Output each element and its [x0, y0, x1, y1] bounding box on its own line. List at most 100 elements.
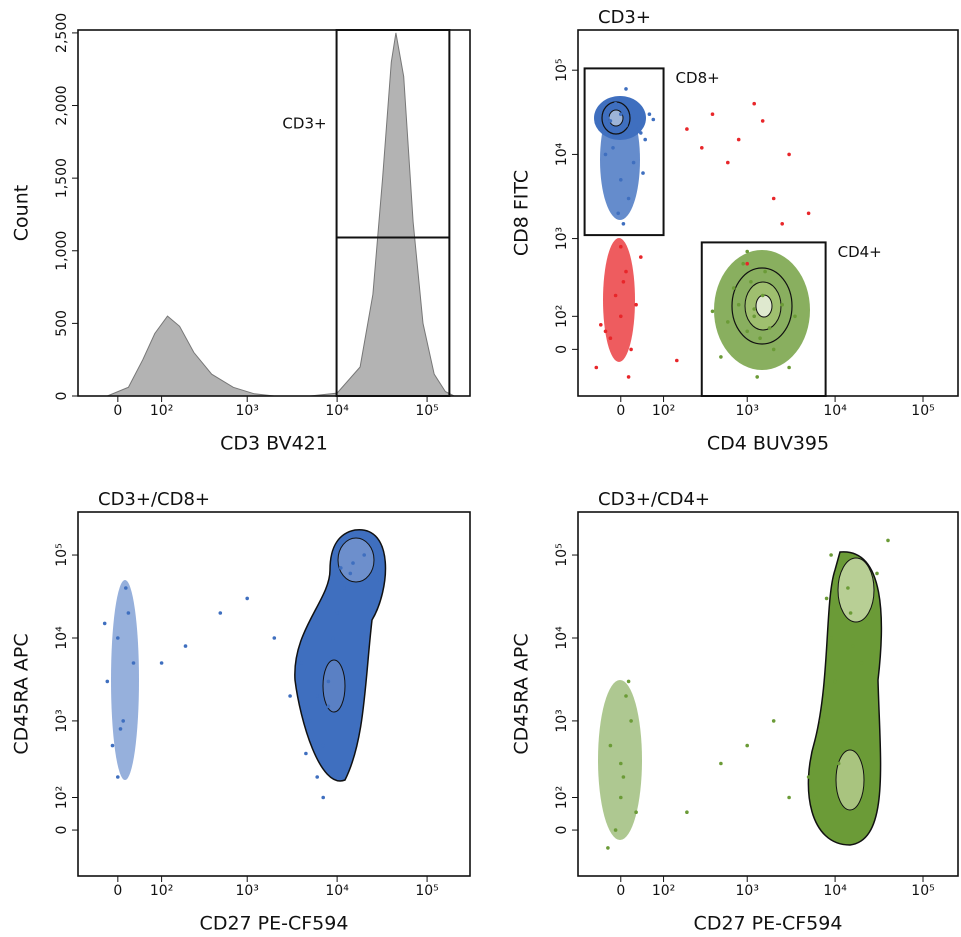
event-dot: [700, 146, 704, 150]
contour: [837, 557, 875, 623]
panel: 0 10² 10³ 10⁴ 10⁵ 0 500 1,000 1,500 2,000 2,500 CD3…: [11, 13, 471, 455]
event-dot: [745, 743, 749, 748]
y-tick-label: 10²: [54, 786, 70, 809]
event-dot: [315, 775, 320, 779]
x-axis-title: CD27 PE-CF594: [200, 913, 349, 935]
event-dot: [613, 101, 618, 106]
y-tick-label: 0: [54, 826, 70, 835]
panel: 0 10² 10³ 10⁴ 10⁵ 0 10² 10³ 10⁴ 10⁵ CD27 PE-CF594 C…: [511, 489, 959, 935]
event-dot: [634, 115, 638, 119]
gate: [583, 67, 665, 237]
event-dot: [624, 123, 628, 128]
density-cloud: [598, 680, 642, 840]
event-dot: [641, 171, 645, 175]
event-dot: [619, 244, 623, 249]
event-dot: [603, 329, 608, 334]
event-dot: [378, 578, 382, 582]
event-dot: [121, 719, 125, 723]
event-dot: [308, 719, 312, 723]
event-dot: [594, 365, 599, 370]
y-tick-label: 10³: [554, 227, 570, 250]
event-dot: [626, 375, 631, 379]
x-tick-label: 10³: [235, 883, 258, 899]
event-dot: [326, 679, 331, 684]
event-dot: [245, 596, 249, 601]
event-dot: [619, 761, 623, 766]
event-dot: [824, 596, 829, 601]
plot-frame: [77, 511, 471, 877]
event-dot: [159, 661, 164, 665]
event-dot: [608, 743, 613, 748]
event-dot: [752, 314, 756, 319]
contour: [608, 109, 624, 127]
y-axis-title: CD45RA APC: [11, 633, 33, 754]
contour: [322, 659, 346, 713]
event-dot: [606, 846, 610, 850]
x-tick-label: 10²: [652, 883, 675, 899]
event-dot: [594, 120, 599, 125]
contour: [835, 749, 865, 811]
event-dot: [780, 222, 784, 226]
event-dot: [331, 636, 335, 640]
event-dot: [819, 719, 824, 723]
y-tick-label: 10⁴: [554, 142, 570, 166]
y-tick-label: 10⁵: [554, 58, 570, 81]
event-dot: [624, 269, 628, 274]
event-dot: [608, 336, 613, 341]
contour: [294, 529, 387, 782]
event-dot: [636, 127, 641, 131]
event-dot: [626, 196, 631, 201]
event-dot: [629, 719, 633, 723]
event-dot: [613, 828, 618, 832]
event-dot: [110, 743, 115, 748]
y-tick-label: 2,500: [54, 13, 70, 53]
histogram-area: [107, 32, 455, 397]
event-dot: [348, 571, 353, 576]
x-tick-label: 10³: [235, 403, 258, 419]
event-dot: [675, 358, 679, 363]
event-dot: [321, 743, 326, 748]
event-dot: [118, 727, 123, 731]
event-dot: [621, 222, 626, 226]
panel: 0 10² 10³ 10⁴ 10⁵ 0 10² 10³ 10⁴ 10⁵ CD27 PE-CF594 C…: [11, 489, 471, 935]
event-dot: [619, 795, 623, 800]
event-dot: [875, 571, 879, 576]
y-tick-label: 500: [54, 310, 70, 337]
event-dot: [780, 302, 784, 307]
event-dot: [787, 795, 791, 800]
x-axis-title: CD4 BUV395: [707, 433, 829, 455]
y-axis-title: CD8 FITC: [511, 170, 533, 256]
event-dot: [639, 255, 643, 259]
event-dot: [771, 347, 776, 352]
event-dot: [102, 621, 107, 626]
event-dot: [741, 261, 745, 266]
x-tick-label: 10⁴: [823, 403, 847, 419]
event-dot: [619, 97, 623, 102]
x-tick-label: 10⁵: [415, 883, 438, 899]
event-dot: [836, 761, 841, 766]
event-dot: [806, 211, 811, 216]
y-tick-label: 2,000: [54, 85, 70, 125]
event-dot: [760, 119, 765, 123]
event-dot: [613, 293, 618, 298]
event-dot: [626, 679, 631, 684]
x-tick-label: 10²: [652, 403, 675, 419]
contour: [755, 294, 773, 318]
event-dot: [639, 131, 643, 135]
event-dot: [829, 636, 833, 640]
event-dot: [760, 293, 765, 298]
event-dot: [105, 679, 110, 684]
x-tick-label: 0: [113, 883, 122, 899]
x-tick-label: 10⁴: [325, 883, 349, 899]
event-dot: [736, 302, 741, 307]
event-dot: [710, 309, 715, 314]
event-dot: [131, 661, 136, 665]
event-dot: [755, 375, 759, 379]
event-dot: [608, 119, 613, 123]
event-dot: [126, 611, 131, 615]
event-dot: [859, 661, 864, 665]
x-tick-label: 10⁴: [325, 403, 349, 419]
event-dot: [813, 795, 818, 800]
event-dot: [124, 586, 128, 590]
event-dot: [299, 661, 304, 665]
